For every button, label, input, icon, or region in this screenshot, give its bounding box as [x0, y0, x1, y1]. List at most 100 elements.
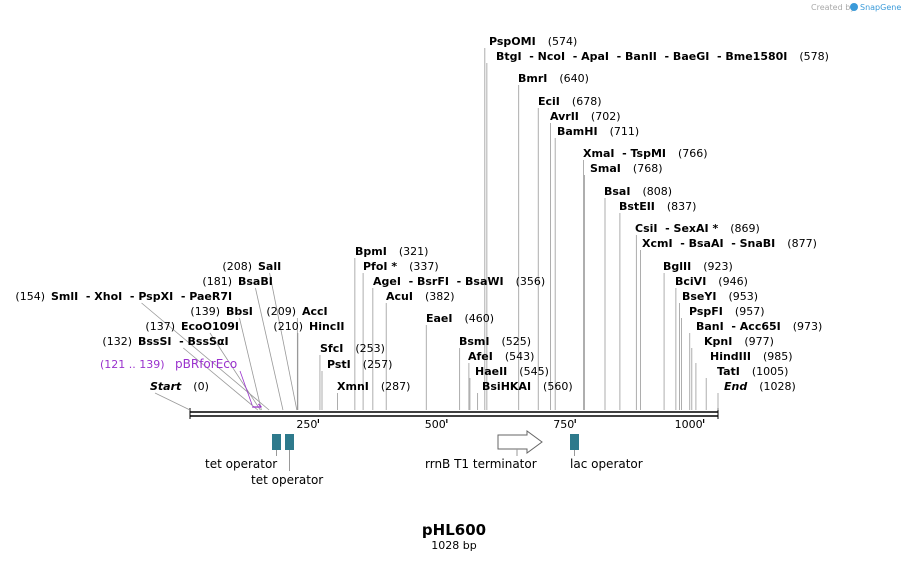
plasmid-length: 1028 bp [431, 539, 476, 552]
enzyme-name: BstEII [619, 200, 655, 213]
enzyme-name: BsiHKAI [482, 380, 531, 393]
cut-position: (139) [190, 305, 220, 318]
cut-site-bcivi[interactable]: BciVI (946) [675, 275, 748, 288]
enzyme-name: BamHI [557, 125, 598, 138]
cut-site-bsssi-bsss-i[interactable]: BssSI - BssSαI (132) [102, 335, 228, 348]
enzyme-name: KpnI [704, 335, 732, 348]
cut-site-haeii[interactable]: HaeII (545) [475, 365, 549, 378]
cut-site-bamhi[interactable]: BamHI (711) [557, 125, 639, 138]
cut-site-smai[interactable]: SmaI (768) [590, 162, 663, 175]
cut-position: (877) [787, 237, 817, 250]
cut-site-eaei[interactable]: EaeI (460) [426, 312, 494, 325]
enzyme-name: SmaI [590, 162, 621, 175]
enzyme-name: SmlI - XhoI - PspXI - PaeR7I [51, 290, 232, 303]
cut-site-sali[interactable]: SalI (208) [222, 260, 281, 273]
enzyme-name: PspFI [689, 305, 723, 318]
enzyme-name: BglII [663, 260, 691, 273]
cut-position: (1005) [752, 365, 789, 378]
enzyme-name: BbsI [226, 305, 253, 318]
cut-position: (957) [735, 305, 765, 318]
cut-site-bpmi[interactable]: BpmI (321) [355, 245, 428, 258]
cut-site-line [255, 287, 284, 411]
primer-pbrforeco[interactable]: (121 .. 139) pBRforEco [100, 357, 262, 408]
cut-position: (356) [516, 275, 546, 288]
cut-position: (560) [543, 380, 573, 393]
cut-site-bseyi[interactable]: BseYI (953) [682, 290, 758, 303]
cut-position: (973) [793, 320, 823, 333]
cut-site-bbsi[interactable]: BbsI (139) [190, 305, 253, 318]
cut-site-xmai-tspmi[interactable]: XmaI - TspMI (766) [583, 147, 708, 160]
enzyme-name: AvrII [550, 110, 579, 123]
cut-site-pspfi[interactable]: PspFI (957) [689, 305, 765, 318]
cut-position: (768) [633, 162, 663, 175]
enzyme-name: XmaI - TspMI [583, 147, 666, 160]
primer-label: pBRforEco [175, 357, 237, 371]
enzyme-name: AccI [302, 305, 328, 318]
cut-site-tati[interactable]: TatI (1005) [717, 365, 788, 378]
credit-brand: SnapGene [860, 3, 901, 12]
cut-position: (545) [519, 365, 549, 378]
cut-site-bsteii[interactable]: BstEII (837) [619, 200, 696, 213]
cut-site-ecoo109i[interactable]: EcoO109I (137) [145, 320, 239, 333]
cut-position: (702) [591, 110, 621, 123]
cut-site-pfoi[interactable]: PfoI * (337) [363, 260, 439, 273]
feature-lac-operator[interactable]: lac operator [570, 434, 643, 471]
cut-site-acui[interactable]: AcuI (382) [386, 290, 455, 303]
cut-site-bsabi[interactable]: BsaBI (181) [202, 275, 272, 288]
cut-site-sfci[interactable]: SfcI (253) [320, 342, 385, 355]
cut-position: (711) [610, 125, 640, 138]
cut-site-bglii[interactable]: BglII (923) [663, 260, 733, 273]
feature-label: lac operator [570, 457, 643, 471]
enzyme-name: AfeI [468, 350, 493, 363]
enzyme-name: PspOMI [489, 35, 536, 48]
cut-site-start[interactable]: Start (0) [150, 380, 209, 393]
cut-position: (181) [202, 275, 232, 288]
cut-position: (837) [667, 200, 697, 213]
ruler-tick-label: 1000 [675, 418, 703, 431]
ruler-tick-label: 750 [553, 418, 574, 431]
cut-site-hindiii[interactable]: HindIII (985) [710, 350, 793, 363]
cut-position: (578) [799, 50, 829, 63]
feature-tet-operator-1[interactable]: tet operator [205, 434, 281, 471]
cut-site-acci[interactable]: AccI (209) [266, 305, 327, 318]
cut-position: (1028) [759, 380, 796, 393]
enzyme-name: AgeI - BsrFI - BsaWI [373, 275, 504, 288]
cut-site-csii-sexai[interactable]: CsiI - SexAI * (869) [635, 222, 760, 235]
enzyme-name: EciI [538, 95, 560, 108]
cut-site-hincii[interactable]: HincII (210) [273, 320, 344, 333]
feature-rrnb-t1-terminator[interactable]: rrnB T1 terminator [425, 430, 543, 471]
cut-site-lines [141, 48, 719, 411]
cut-site-bmri[interactable]: BmrI (640) [518, 72, 589, 85]
cut-position: (210) [273, 320, 303, 333]
cut-site-psti[interactable]: PstI (257) [327, 358, 392, 371]
cut-position: (132) [102, 335, 132, 348]
enzyme-name: BciVI [675, 275, 706, 288]
enzyme-name: SfcI [320, 342, 343, 355]
cut-site-kpni[interactable]: KpnI (977) [704, 335, 774, 348]
cut-site-smli-xhoi-pspxi-paer7i[interactable]: SmlI - XhoI - PspXI - PaeR7I (154) [15, 290, 232, 303]
cut-site-afei[interactable]: AfeI (543) [468, 350, 534, 363]
cut-site-pspomi[interactable]: PspOMI (574) [489, 35, 577, 48]
cut-site-agei-bsrfi-bsawi[interactable]: AgeI - BsrFI - BsaWI (356) [373, 275, 545, 288]
cut-site-avrii[interactable]: AvrII (702) [550, 110, 621, 123]
cut-site-end[interactable]: End (1028) [724, 380, 796, 393]
cut-position: (869) [730, 222, 760, 235]
snapgene-credit: Created by SnapGene [811, 3, 901, 12]
cut-position: (953) [728, 290, 758, 303]
cut-position: (287) [381, 380, 411, 393]
cut-position: (337) [409, 260, 439, 273]
feature-tet-operator-2[interactable]: tet operator [251, 434, 323, 487]
cut-site-xmni[interactable]: XmnI (287) [337, 380, 410, 393]
cut-position: (977) [744, 335, 774, 348]
cut-site-ecii[interactable]: EciI (678) [538, 95, 602, 108]
cut-site-bani-acc65i[interactable]: BanI - Acc65I (973) [696, 320, 822, 333]
enzyme-name: BssSI - BssSαI [138, 335, 229, 348]
cut-site-btgi-ncoi-apai-banii-baegi-bme1580i[interactable]: BtgI - NcoI - ApaI - BanII - BaeGI - Bme… [496, 50, 829, 63]
cut-site-xcmi-bsaai-snabi[interactable]: XcmI - BsaAI - SnaBI (877) [642, 237, 817, 250]
enzyme-name: EaeI [426, 312, 453, 325]
cut-site-bsmi[interactable]: BsmI (525) [459, 335, 531, 348]
cut-site-line [154, 392, 191, 411]
cut-site-bsai[interactable]: BsaI (808) [604, 185, 672, 198]
cut-site-bsihkai[interactable]: BsiHKAI (560) [482, 380, 573, 393]
credit-prefix: Created by [811, 3, 855, 12]
